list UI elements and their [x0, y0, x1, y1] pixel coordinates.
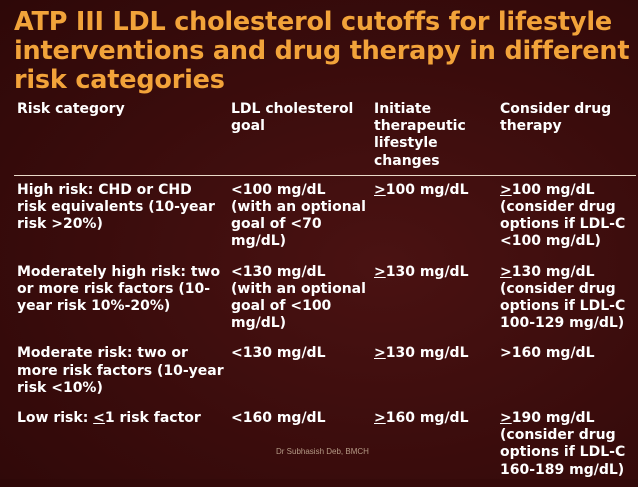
cell-drug-value: 130 mg/dL (consider drug options if LDL-…: [500, 263, 626, 332]
cell-tlc-value: 130 mg/dL: [385, 345, 469, 362]
cell-ldl-goal: <130 mg/dL (with an optional goal of <10…: [231, 263, 366, 332]
cell-drug-value: 190 mg/dL (consider drug options if LDL-…: [500, 410, 626, 478]
slide-title: ATP III LDL cholesterol cutoffs for life…: [14, 7, 630, 95]
cell-risk: High risk: CHD or CHD risk equivalents (…: [17, 181, 215, 233]
gte-symbol: >: [374, 263, 386, 280]
cell-ldl-goal: <130 mg/dL: [231, 345, 326, 362]
gte-symbol: >: [500, 410, 512, 427]
table-row: Moderate risk: two or more risk factors …: [14, 340, 636, 405]
cell-tlc-value: 100 mg/dL: [385, 181, 469, 198]
gte-symbol: >: [374, 345, 386, 362]
table-row: Low risk: <1 risk factor <160 mg/dL >160…: [14, 405, 636, 487]
cell-risk: Low risk: <1 risk factor: [14, 405, 228, 487]
header-consider-drug: Consider drug therapy: [500, 101, 612, 135]
author-watermark: Dr Subhasish Deb, BMCH: [276, 447, 369, 456]
header-ldl-goal: LDL cholesterol goal: [231, 101, 354, 135]
gte-symbol: >: [500, 181, 512, 198]
cell-ldl-goal: <160 mg/dL: [231, 410, 326, 427]
cell-ldl-goal: <100 mg/dL (with an optional goal of <70…: [231, 181, 366, 250]
cell-tlc: >160 mg/dL: [371, 405, 497, 487]
cell-tlc-value: 160 mg/dL: [385, 410, 469, 427]
table-row: Moderately high risk: two or more risk f…: [14, 259, 636, 341]
ldl-cutoffs-table: Risk category LDL cholesterol goal Initi…: [14, 101, 636, 487]
gte-symbol: >: [374, 410, 386, 427]
cell-tlc-value: 130 mg/dL: [385, 263, 469, 280]
cell-drug: >100 mg/dL (consider drug options if LDL…: [497, 175, 636, 258]
cell-tlc: >130 mg/dL: [371, 259, 497, 341]
table-row: High risk: CHD or CHD risk equivalents (…: [14, 175, 636, 258]
gte-symbol: >: [374, 181, 386, 198]
gte-symbol: >: [500, 263, 512, 280]
lte-symbol: <: [93, 410, 105, 427]
cell-risk-value: 1 risk factor: [104, 410, 201, 427]
table-header-row: Risk category LDL cholesterol goal Initi…: [14, 101, 636, 176]
cell-drug: >130 mg/dL (consider drug options if LDL…: [497, 259, 636, 341]
header-risk-category: Risk category: [17, 101, 125, 117]
cell-risk: Moderate risk: two or more risk factors …: [17, 345, 224, 396]
cell-tlc: >100 mg/dL: [371, 175, 497, 258]
cell-drug: >160 mg/dL: [500, 345, 595, 362]
cell-risk: Moderately high risk: two or more risk f…: [17, 263, 221, 315]
cell-tlc: >130 mg/dL: [371, 340, 497, 405]
header-initiate-tlc: Initiate therapeutic lifestyle changes: [374, 101, 466, 169]
cell-risk-prefix: Low risk:: [17, 410, 94, 427]
cell-drug: >190 mg/dL (consider drug options if LDL…: [497, 405, 636, 487]
cell-drug-value: 100 mg/dL (consider drug options if LDL-…: [500, 181, 626, 250]
